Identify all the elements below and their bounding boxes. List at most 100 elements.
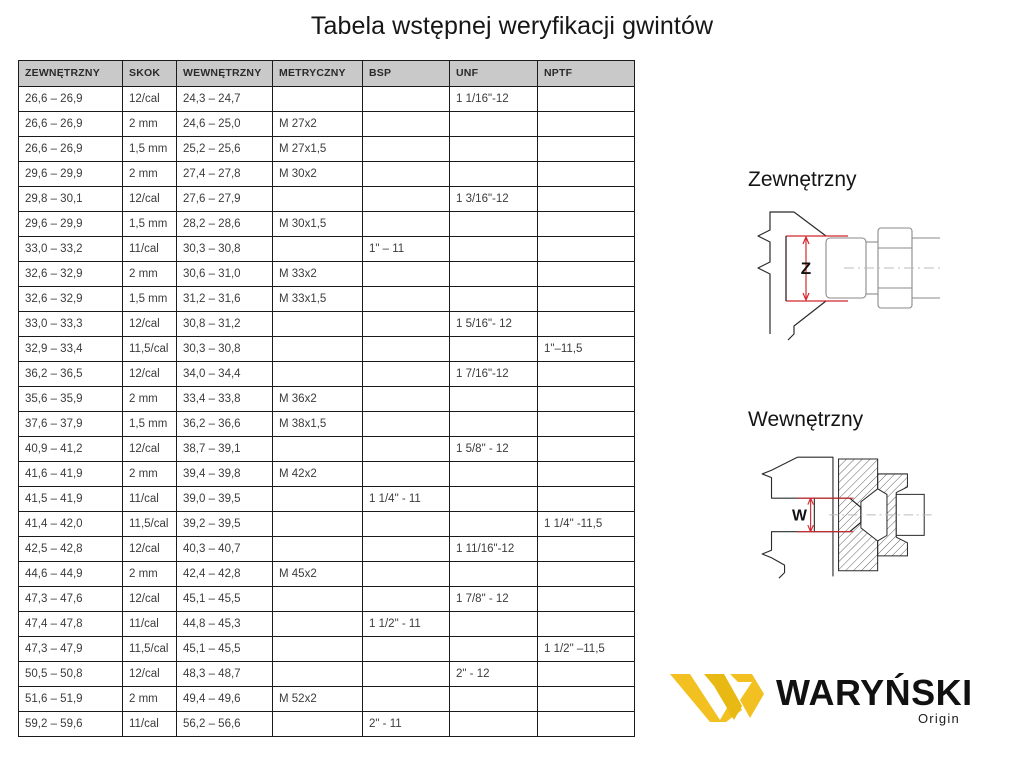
cell-wewnetrzny: 42,4 – 42,8 xyxy=(176,561,273,587)
table-row: 47,4 – 47,8 11/cal 44,8 – 45,3 1 1/2" - 11 xyxy=(18,611,635,637)
cell-unf xyxy=(449,486,538,512)
table-row: 41,4 – 42,0 11,5/cal 39,2 – 39,5 1 1/4" -11… xyxy=(18,511,635,537)
cell-zewnetrzny: 29,6 – 29,9 xyxy=(18,161,123,187)
table-row: 32,6 – 32,9 2 mm 30,6 – 31,0 M 33x2 xyxy=(18,261,635,287)
cell-nptf xyxy=(537,186,635,212)
cell-nptf xyxy=(537,386,635,412)
cell-zewnetrzny: 42,5 – 42,8 xyxy=(18,536,123,562)
cell-skok: 2 mm xyxy=(122,261,177,287)
cell-nptf xyxy=(537,86,635,112)
table-body: 26,6 – 26,9 12/cal 24,3 – 24,7 1 1/16"-12 26… xyxy=(18,86,635,737)
cell-nptf xyxy=(537,486,635,512)
column-header-zewnetrzny: ZEWNĘTRZNY xyxy=(18,60,123,87)
cell-metryczny xyxy=(272,86,363,112)
cell-skok: 12/cal xyxy=(122,586,177,612)
cell-skok: 12/cal xyxy=(122,311,177,337)
column-header-unf: UNF xyxy=(449,60,538,87)
cell-zewnetrzny: 40,9 – 41,2 xyxy=(18,436,123,462)
cell-zewnetrzny: 37,6 – 37,9 xyxy=(18,411,123,437)
cell-bsp xyxy=(362,336,450,362)
table-row: 42,5 – 42,8 12/cal 40,3 – 40,7 1 11/16"-12 xyxy=(18,536,635,562)
cell-skok: 2 mm xyxy=(122,686,177,712)
table-row: 47,3 – 47,9 11,5/cal 45,1 – 45,5 1 1/2" –11… xyxy=(18,636,635,662)
cell-metryczny: M 38x1,5 xyxy=(272,411,363,437)
cell-nptf xyxy=(537,536,635,562)
cell-skok: 11,5/cal xyxy=(122,511,177,537)
cell-metryczny: M 27x1,5 xyxy=(272,136,363,162)
cell-bsp xyxy=(362,186,450,212)
cell-metryczny xyxy=(272,511,363,537)
cell-bsp xyxy=(362,111,450,137)
table-row: 59,2 – 59,6 11/cal 56,2 – 56,6 2" - 11 xyxy=(18,711,635,737)
cell-metryczny: M 30x2 xyxy=(272,161,363,187)
cell-metryczny xyxy=(272,611,363,637)
internal-dimension-label: W xyxy=(792,507,807,524)
waryn-w-mark-icon xyxy=(670,674,764,722)
thread-verification-table: ZEWNĘTRZNY SKOK WEWNĘTRZNY METRYCZNY BSP… xyxy=(18,60,635,737)
cell-bsp xyxy=(362,561,450,587)
cell-nptf xyxy=(537,236,635,262)
cell-wewnetrzny: 45,1 – 45,5 xyxy=(176,636,273,662)
cell-nptf xyxy=(537,686,635,712)
cell-metryczny xyxy=(272,636,363,662)
cell-nptf xyxy=(537,436,635,462)
cell-skok: 12/cal xyxy=(122,361,177,387)
cell-bsp xyxy=(362,586,450,612)
cell-unf xyxy=(449,636,538,662)
cell-unf xyxy=(449,211,538,237)
cell-skok: 1,5 mm xyxy=(122,136,177,162)
cell-nptf xyxy=(537,161,635,187)
cell-wewnetrzny: 30,6 – 31,0 xyxy=(176,261,273,287)
cell-bsp: 2" - 11 xyxy=(362,711,450,737)
cell-unf xyxy=(449,111,538,137)
cell-unf xyxy=(449,561,538,587)
cell-bsp xyxy=(362,86,450,112)
cell-zewnetrzny: 32,6 – 32,9 xyxy=(18,261,123,287)
cell-unf xyxy=(449,286,538,312)
cell-zewnetrzny: 32,9 – 33,4 xyxy=(18,336,123,362)
cell-bsp: 1 1/2" - 11 xyxy=(362,611,450,637)
cell-zewnetrzny: 29,8 – 30,1 xyxy=(18,186,123,212)
external-thread-drawing: Z xyxy=(757,211,944,341)
diagram-external-thread: Zewnętrzny xyxy=(748,168,998,346)
diagram-internal-heading: Wewnętrzny xyxy=(748,408,864,431)
cell-bsp xyxy=(362,411,450,437)
cell-skok: 12/cal xyxy=(122,536,177,562)
table-row: 47,3 – 47,6 12/cal 45,1 – 45,5 1 7/8" - 12 xyxy=(18,586,635,612)
table-row: 41,5 – 41,9 11/cal 39,0 – 39,5 1 1/4" - 11 xyxy=(18,486,635,512)
table-row: 26,6 – 26,9 1,5 mm 25,2 – 25,6 M 27x1,5 xyxy=(18,136,635,162)
cell-skok: 12/cal xyxy=(122,186,177,212)
cell-nptf xyxy=(537,136,635,162)
cell-metryczny: M 33x1,5 xyxy=(272,286,363,312)
cell-unf xyxy=(449,261,538,287)
cell-zewnetrzny: 59,2 – 59,6 xyxy=(18,711,123,737)
cell-unf xyxy=(449,511,538,537)
cell-zewnetrzny: 51,6 – 51,9 xyxy=(18,686,123,712)
cell-skok: 2 mm xyxy=(122,386,177,412)
cell-nptf xyxy=(537,586,635,612)
cell-nptf xyxy=(537,211,635,237)
cell-wewnetrzny: 49,4 – 49,6 xyxy=(176,686,273,712)
table-row: 32,6 – 32,9 1,5 mm 31,2 – 31,6 M 33x1,5 xyxy=(18,286,635,312)
table-row: 36,2 – 36,5 12/cal 34,0 – 34,4 1 7/16"-12 xyxy=(18,361,635,387)
cell-skok: 1,5 mm xyxy=(122,286,177,312)
cell-wewnetrzny: 39,0 – 39,5 xyxy=(176,486,273,512)
cell-skok: 11/cal xyxy=(122,711,177,737)
cell-metryczny xyxy=(272,361,363,387)
cell-zewnetrzny: 47,3 – 47,9 xyxy=(18,636,123,662)
cell-wewnetrzny: 36,2 – 36,6 xyxy=(176,411,273,437)
cell-nptf xyxy=(537,711,635,737)
cell-bsp xyxy=(362,286,450,312)
cell-metryczny xyxy=(272,661,363,687)
brand-wordmark: WARYŃSKI xyxy=(776,672,973,713)
cell-unf xyxy=(449,386,538,412)
table-row: 29,6 – 29,9 1,5 mm 28,2 – 28,6 M 30x1,5 xyxy=(18,211,635,237)
cell-zewnetrzny: 29,6 – 29,9 xyxy=(18,211,123,237)
cell-metryczny xyxy=(272,536,363,562)
cell-nptf: 1 1/4" -11,5 xyxy=(537,511,635,537)
cell-bsp xyxy=(362,461,450,487)
cell-bsp xyxy=(362,211,450,237)
cell-skok: 1,5 mm xyxy=(122,411,177,437)
table-row: 35,6 – 35,9 2 mm 33,4 – 33,8 M 36x2 xyxy=(18,386,635,412)
cell-bsp xyxy=(362,161,450,187)
